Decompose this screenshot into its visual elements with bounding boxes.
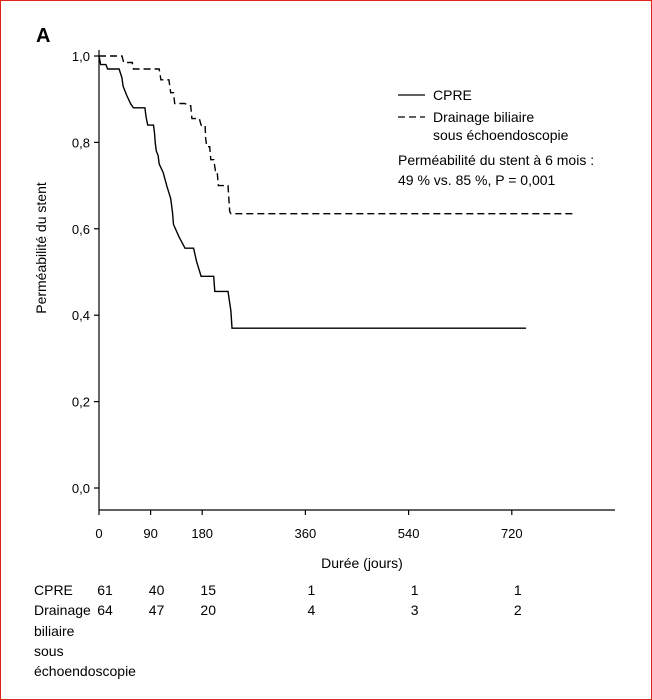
panel-label: A xyxy=(36,25,50,47)
legend-label-cpre: CPRE xyxy=(433,87,472,103)
annotation-line2: 49 % vs. 85 %, P = 0,001 xyxy=(398,172,556,188)
annotation-line1: Perméabilité du stent à 6 mois : xyxy=(398,152,594,168)
x-tick-label: 540 xyxy=(398,526,420,541)
x-tick-label: 720 xyxy=(501,526,523,541)
y-tick-label: 1,0 xyxy=(72,49,90,64)
y-tick-label: 0,2 xyxy=(72,395,90,410)
risk-count: 20 xyxy=(200,602,216,618)
axes xyxy=(98,50,615,511)
risk-table: CPRE Drainage biliaire sous échoendoscop… xyxy=(34,582,522,679)
x-tick-label: 360 xyxy=(295,526,317,541)
risk-row-label-drainage-2: biliaire xyxy=(34,623,75,639)
x-tick-label: 0 xyxy=(95,526,102,541)
y-tick-label: 0,4 xyxy=(72,308,90,323)
risk-counts: 61 40 15 1 1 1 64 47 20 4 3 2 xyxy=(97,582,522,618)
risk-count: 47 xyxy=(149,602,165,618)
risk-row-label-drainage-4: échoendoscopie xyxy=(34,663,136,679)
legend-label-drainage-line1: Drainage biliaire xyxy=(433,109,534,125)
risk-count: 1 xyxy=(514,582,522,598)
x-tick-label: 90 xyxy=(143,526,157,541)
series-line-drainage xyxy=(99,55,574,215)
x-tick-label: 180 xyxy=(191,526,213,541)
series-line-cpre xyxy=(98,55,527,329)
y-tick-label: 0,6 xyxy=(72,222,90,237)
y-ticks: 0,0 0,2 0,4 0,6 0,8 1,0 xyxy=(72,49,99,496)
risk-count: 1 xyxy=(411,582,419,598)
risk-row-label-cpre: CPRE xyxy=(34,582,73,598)
risk-count: 61 xyxy=(97,582,113,598)
risk-count: 1 xyxy=(308,582,316,598)
risk-count: 40 xyxy=(149,582,165,598)
risk-count: 4 xyxy=(308,602,316,618)
risk-row-label-drainage-1: Drainage xyxy=(34,602,91,618)
y-tick-label: 0,0 xyxy=(72,481,90,496)
series-group xyxy=(98,55,574,329)
legend-label-drainage-line2: sous échoendoscopie xyxy=(433,127,569,143)
risk-count: 3 xyxy=(411,602,419,618)
risk-count: 2 xyxy=(514,602,522,618)
x-ticks: 0 90 180 360 540 720 xyxy=(95,510,523,541)
x-axis-label: Durée (jours) xyxy=(321,555,403,571)
risk-row-label-drainage-3: sous xyxy=(34,643,64,659)
y-tick-label: 0,8 xyxy=(72,135,90,150)
y-axis-label: Perméabilité du stent xyxy=(33,182,49,314)
legend: CPRE Drainage biliaire sous échoendoscop… xyxy=(398,87,569,143)
risk-count: 64 xyxy=(97,602,113,618)
risk-count: 15 xyxy=(200,582,216,598)
